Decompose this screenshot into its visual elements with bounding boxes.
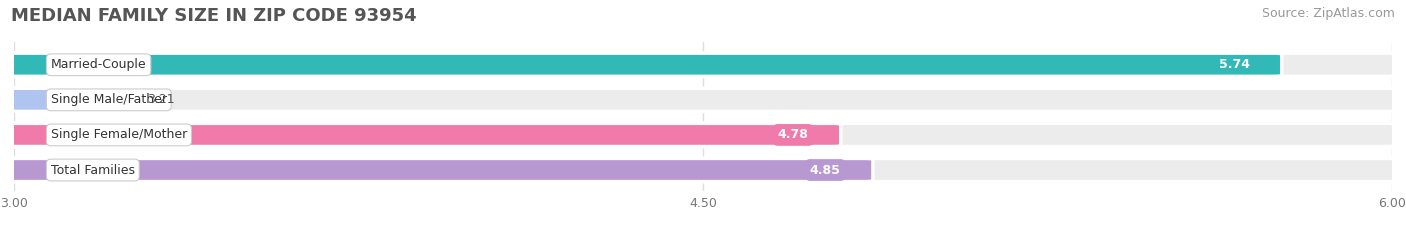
FancyBboxPatch shape [4,53,1402,76]
FancyBboxPatch shape [4,88,120,111]
Text: 3.21: 3.21 [148,93,174,106]
FancyBboxPatch shape [4,88,1402,111]
Text: Source: ZipAtlas.com: Source: ZipAtlas.com [1261,7,1395,20]
Text: Married-Couple: Married-Couple [51,58,146,71]
Text: MEDIAN FAMILY SIZE IN ZIP CODE 93954: MEDIAN FAMILY SIZE IN ZIP CODE 93954 [11,7,416,25]
FancyBboxPatch shape [4,123,841,147]
Text: 4.78: 4.78 [778,128,808,141]
Text: Single Male/Father: Single Male/Father [51,93,167,106]
FancyBboxPatch shape [4,158,1402,182]
FancyBboxPatch shape [4,158,873,182]
Text: Single Female/Mother: Single Female/Mother [51,128,187,141]
FancyBboxPatch shape [4,123,1402,147]
Text: 4.85: 4.85 [810,164,841,177]
Text: 5.74: 5.74 [1219,58,1250,71]
FancyBboxPatch shape [4,53,1282,76]
Text: Total Families: Total Families [51,164,135,177]
